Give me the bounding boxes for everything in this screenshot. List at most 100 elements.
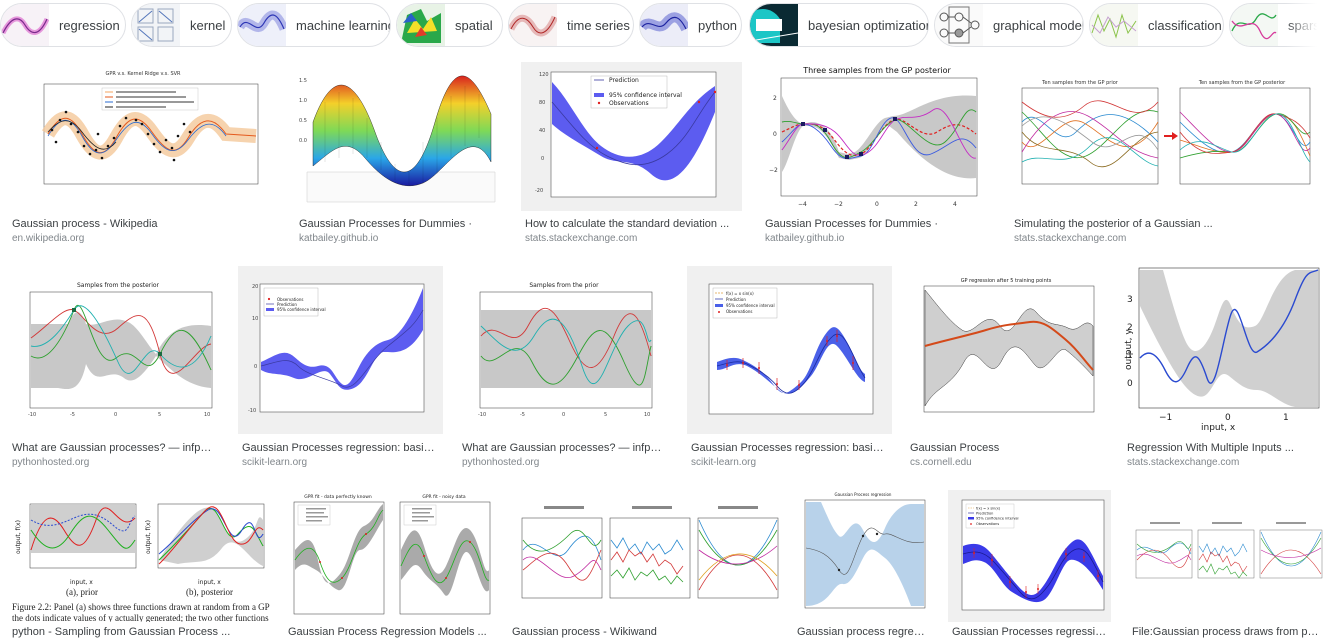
legend-prediction: Prediction bbox=[976, 512, 993, 516]
legend-ci: 95% confidence interval bbox=[976, 517, 1019, 521]
gp-regression-training-points-plot[interactable]: GP regression after 5 training points bbox=[906, 266, 1103, 434]
legend-ci: 95% confidence interval bbox=[726, 303, 775, 308]
result-title[interactable]: Gaussian Processes regression: basic ... bbox=[242, 442, 439, 454]
prediction-confidence-plot[interactable]: Prediction 95% confidence interval Obser… bbox=[521, 62, 742, 211]
result-title[interactable]: How to calculate the standard deviation … bbox=[525, 218, 730, 230]
kernel-draws-plot[interactable] bbox=[508, 490, 780, 622]
image-result[interactable]: Observations Prediction 95% confidence i… bbox=[238, 266, 443, 470]
legend-ci: 95% confidence interval bbox=[609, 92, 682, 99]
output-vs-input-plot[interactable]: 3 2 1 0 −1 0 1 output, y input, x bbox=[1123, 266, 1321, 434]
result-title[interactable]: Gaussian Processes for Dummies · bbox=[765, 218, 938, 230]
svg-text:1: 1 bbox=[1283, 413, 1289, 423]
chip-bayesian-optimization[interactable]: bayesian optimization bbox=[749, 3, 929, 47]
legend-obs: Observations bbox=[277, 297, 303, 302]
caption-prior: (a), prior bbox=[66, 587, 98, 597]
image-result[interactable]: GPR fit - data perfectly known GPR fit -… bbox=[284, 490, 495, 640]
x-axis-label-a: input, x bbox=[70, 579, 93, 586]
figure-caption-line-1: Figure 2.2: Panel (a) shows three functi… bbox=[12, 602, 270, 612]
image-result[interactable]: Samples from the prior -10 -5 0 5 10 What ar… bbox=[458, 266, 668, 470]
chip-label: spatial bbox=[455, 17, 493, 33]
result-title[interactable]: Gaussian Processes regression: ... bbox=[952, 626, 1107, 638]
legend-obs: Observations bbox=[726, 309, 752, 314]
samples-prior-plot[interactable]: Samples from the prior -10 -5 0 5 10 bbox=[458, 266, 668, 434]
result-source[interactable]: stats.stackexchange.com bbox=[1127, 457, 1240, 468]
chip-label: python bbox=[698, 17, 738, 33]
chip-label: machine learning bbox=[296, 17, 391, 33]
result-title[interactable]: Gaussian Process bbox=[910, 442, 1000, 454]
gaussian-process-regression-plot[interactable]: Gaussian Process regression bbox=[793, 490, 933, 622]
image-result[interactable]: Ten samples from the GP prior Ten sample… bbox=[1010, 62, 1320, 244]
three-samples-posterior-plot[interactable]: Three samples from the GP posterior −4 −2… bbox=[761, 62, 993, 211]
result-title[interactable]: File:Gaussian process draws from prior .… bbox=[1132, 626, 1321, 638]
image-result[interactable]: File:Gaussian process draws from prior .… bbox=[1128, 490, 1325, 640]
image-result[interactable]: Gaussian process - Wikiwand bbox=[508, 490, 780, 640]
chip-time-series[interactable]: time series bbox=[508, 3, 634, 47]
chip-label: bayesian optimization bbox=[808, 17, 929, 33]
result-title[interactable]: What are Gaussian processes? — infpy 0 .… bbox=[12, 442, 216, 454]
svg-text:2: 2 bbox=[914, 201, 918, 208]
svg-text:0: 0 bbox=[1127, 379, 1133, 389]
image-result[interactable]: Prediction 95% confidence interval Obser… bbox=[521, 62, 742, 244]
image-result[interactable]: 3 2 1 0 −1 0 1 output, y input, x Regression W… bbox=[1123, 266, 1321, 470]
result-source[interactable]: scikit-learn.org bbox=[691, 457, 757, 468]
result-title[interactable]: Gaussian Processes for Dummies · bbox=[299, 218, 472, 230]
gpr-fit-comparison-plot[interactable]: GPR fit - data perfectly known GPR fit -… bbox=[284, 490, 495, 622]
result-source[interactable]: stats.stackexchange.com bbox=[1014, 233, 1127, 244]
result-title[interactable]: Gaussian process regressio... bbox=[797, 626, 929, 638]
result-title[interactable]: python - Sampling from Gaussian Process … bbox=[12, 626, 231, 638]
sklearn-gpr-noisy-plot-2[interactable]: f(x) = x sin(x) Prediction 95% confidenc… bbox=[948, 490, 1111, 622]
sklearn-gpr-plot[interactable]: Observations Prediction 95% confidence i… bbox=[238, 266, 443, 434]
result-title[interactable]: Gaussian Process Regression Models ... bbox=[288, 626, 487, 638]
prior-to-posterior-plot[interactable]: Ten samples from the GP prior Ten sample… bbox=[1010, 62, 1320, 211]
image-result[interactable]: GP regression after 5 training points Ga… bbox=[906, 266, 1103, 470]
result-source[interactable]: stats.stackexchange.com bbox=[525, 233, 638, 244]
prior-posterior-figure[interactable]: output, f(x) output, f(x) input, x input… bbox=[8, 490, 270, 622]
result-source[interactable]: katbailey.github.io bbox=[299, 233, 379, 244]
plot-title: Gaussian Process regression bbox=[835, 492, 892, 497]
result-source[interactable]: cs.cornell.edu bbox=[910, 457, 972, 468]
image-result[interactable]: GPR v.s. Kernel Ridge v.s. SVR Gaussian … bbox=[8, 62, 278, 244]
chip-python[interactable]: python bbox=[639, 3, 742, 47]
time-series-thumb-icon bbox=[509, 4, 557, 46]
image-result[interactable]: Samples from the posterior -10 -5 0 5 10 Wha… bbox=[8, 266, 220, 470]
machine-learning-thumb-icon bbox=[238, 4, 286, 46]
image-result[interactable]: f(x) = x sin(x) Prediction 95% confidenc… bbox=[687, 266, 892, 470]
result-title[interactable]: Regression With Multiple Inputs ... bbox=[1127, 442, 1294, 454]
legend-fx: f(x) = x sin(x) bbox=[726, 291, 754, 296]
svg-text:3: 3 bbox=[1127, 295, 1133, 305]
result-source[interactable]: katbailey.github.io bbox=[765, 233, 845, 244]
result-title[interactable]: What are Gaussian processes? — infpy 0 .… bbox=[462, 442, 664, 454]
result-title[interactable]: Gaussian Processes regression: basic ... bbox=[691, 442, 888, 454]
result-source[interactable]: pythonhosted.org bbox=[12, 457, 90, 468]
chip-regression[interactable]: regression bbox=[0, 3, 126, 47]
gp-draws-from-prior-plot[interactable] bbox=[1128, 490, 1325, 622]
3d-surface-plot[interactable]: 1.5 1.0 0.5 0.0 bbox=[295, 62, 509, 211]
image-result[interactable]: output, f(x) output, f(x) input, x input… bbox=[8, 490, 270, 640]
chip-graphical-model[interactable]: graphical model bbox=[934, 3, 1084, 47]
x-axis-label-b: input, x bbox=[198, 579, 221, 586]
image-result[interactable]: Gaussian Process regression Gaussian pro… bbox=[793, 490, 933, 640]
plot-title-noisy: GPR fit - noisy data bbox=[422, 494, 466, 500]
kernel-thumb-icon bbox=[132, 4, 180, 46]
result-title[interactable]: Gaussian process - Wikiwand bbox=[512, 626, 657, 638]
result-source[interactable]: pythonhosted.org bbox=[462, 457, 540, 468]
chip-spatial[interactable]: spatial bbox=[396, 3, 503, 47]
sklearn-gpr-noisy-plot[interactable]: f(x) = x sin(x) Prediction 95% confidenc… bbox=[687, 266, 892, 434]
chip-machine-learning[interactable]: machine learning bbox=[237, 3, 391, 47]
samples-posterior-plot[interactable]: Samples from the posterior -10 -5 0 5 10 bbox=[8, 266, 220, 434]
result-title[interactable]: Gaussian process - Wikipedia bbox=[12, 218, 158, 230]
svg-text:−1: −1 bbox=[1159, 413, 1172, 423]
chip-classification[interactable]: classification bbox=[1089, 3, 1224, 47]
gpr-vs-kernel-ridge-plot[interactable]: GPR v.s. Kernel Ridge v.s. SVR bbox=[8, 62, 278, 211]
result-source[interactable]: scikit-learn.org bbox=[242, 457, 308, 468]
image-result[interactable]: Three samples from the GP posterior −4 −2… bbox=[761, 62, 993, 244]
result-title[interactable]: Simulating the posterior of a Gaussian .… bbox=[1014, 218, 1213, 230]
regression-thumb-icon bbox=[1, 4, 49, 46]
result-source[interactable]: en.wikipedia.org bbox=[12, 233, 85, 244]
image-result[interactable]: 1.5 1.0 0.5 0.0 Gaussian Processes for Dumm… bbox=[295, 62, 509, 244]
chip-label: time series bbox=[567, 17, 630, 33]
image-result[interactable]: f(x) = x sin(x) Prediction 95% confidenc… bbox=[948, 490, 1111, 640]
svg-text:1.0: 1.0 bbox=[299, 98, 307, 104]
chip-kernel[interactable]: kernel bbox=[131, 3, 232, 47]
bayesian-optimization-thumb-icon bbox=[750, 4, 798, 46]
